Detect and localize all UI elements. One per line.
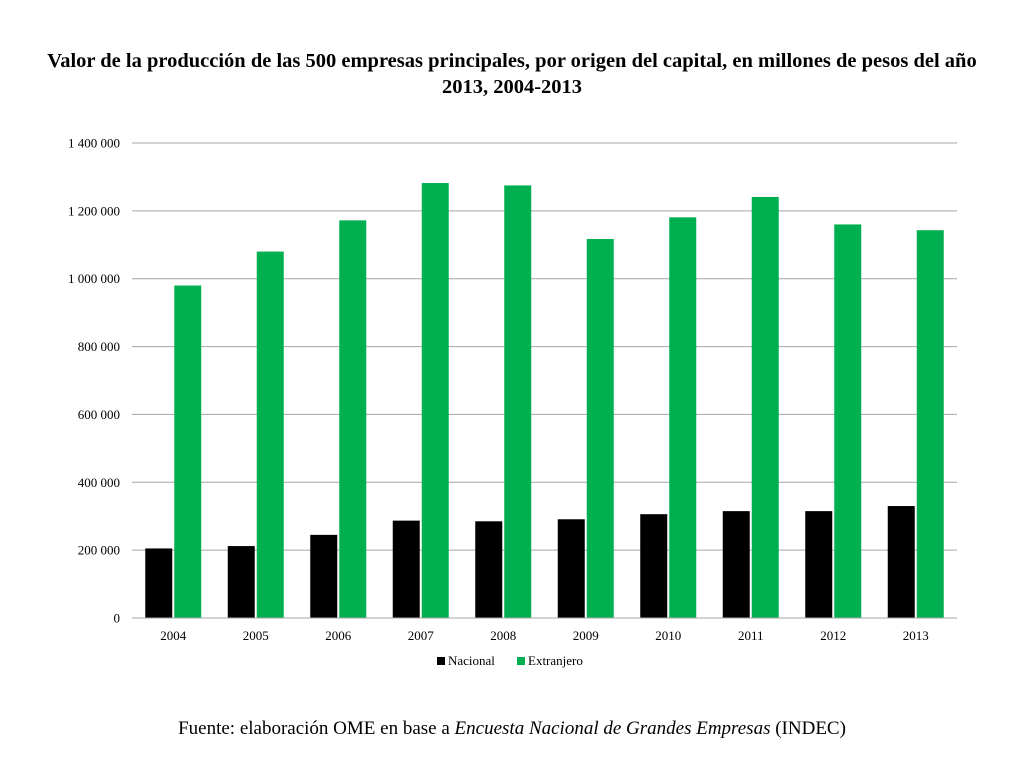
legend-label: Extranjero [528, 653, 583, 668]
legend: Nacional Extranjero [437, 653, 583, 668]
legend-item-extranjero: Extranjero [517, 653, 583, 668]
bar-nacional-2004 [145, 548, 173, 618]
bar-nacional-2011 [722, 511, 750, 618]
bar-extranjero-2004 [174, 285, 202, 618]
bar-extranjero-2009 [586, 239, 614, 618]
y-tick-label: 200 000 [78, 543, 120, 558]
gridlines [132, 142, 957, 619]
x-tick-label: 2009 [573, 628, 599, 643]
bar-nacional-2007 [392, 520, 420, 618]
source-note: Fuente: elaboración OME en base a Encues… [0, 718, 1024, 740]
x-tick-label: 2006 [325, 628, 352, 643]
bar-nacional-2009 [557, 519, 585, 618]
legend-item-nacional: Nacional [437, 653, 495, 668]
bar-nacional-2013 [887, 506, 915, 618]
y-tick-label: 1 200 000 [68, 203, 120, 218]
x-tick-label: 2013 [903, 628, 929, 643]
bar-extranjero-2011 [751, 196, 779, 619]
bar-extranjero-2013 [916, 230, 944, 619]
x-axis-tick-labels: 2004 2005 2006 2007 2008 2009 2010 2011 2012 2013 [160, 628, 929, 643]
bar-nacional-2005 [227, 546, 255, 618]
x-tick-label: 2008 [490, 628, 516, 643]
bar-extranjero-2008 [504, 185, 532, 619]
x-tick-label: 2004 [160, 628, 187, 643]
y-tick-label: 400 000 [78, 475, 120, 490]
legend-label: Nacional [448, 653, 495, 668]
y-tick-label: 1 000 000 [68, 271, 120, 286]
x-tick-label: 2005 [243, 628, 269, 643]
source-prefix: Fuente: elaboración OME en base a [178, 718, 455, 739]
x-tick-label: 2012 [820, 628, 846, 643]
x-tick-label: 2010 [655, 628, 681, 643]
source-suffix: (INDEC) [770, 718, 846, 739]
legend-swatch [517, 657, 525, 665]
bar-nacional-2012 [805, 511, 833, 618]
bar-extranjero-2005 [256, 251, 284, 619]
bar-extranjero-2010 [669, 217, 697, 618]
bar-extranjero-2006 [339, 220, 367, 618]
source-title: Encuesta Nacional de Grandes Empresas [454, 718, 771, 739]
bar-extranjero-2007 [421, 183, 449, 619]
bar-nacional-2010 [640, 514, 668, 618]
legend-swatch [437, 657, 445, 665]
y-tick-label: 800 000 [78, 339, 120, 354]
chart-title: Valor de la producción de las 500 empres… [47, 50, 977, 98]
bars [132, 183, 957, 619]
x-tick-label: 2011 [738, 628, 764, 643]
y-tick-label: 1 400 000 [68, 136, 120, 151]
y-axis-tick-labels: 0 200 000 400 000 600 000 800 000 1 000 000 1 … [68, 136, 120, 626]
y-tick-label: 600 000 [78, 407, 120, 422]
bar-nacional-2006 [310, 534, 338, 618]
y-tick-label: 0 [114, 611, 121, 626]
bar-nacional-2008 [475, 521, 503, 618]
x-tick-label: 2007 [408, 628, 435, 643]
bar-extranjero-2012 [834, 224, 862, 618]
